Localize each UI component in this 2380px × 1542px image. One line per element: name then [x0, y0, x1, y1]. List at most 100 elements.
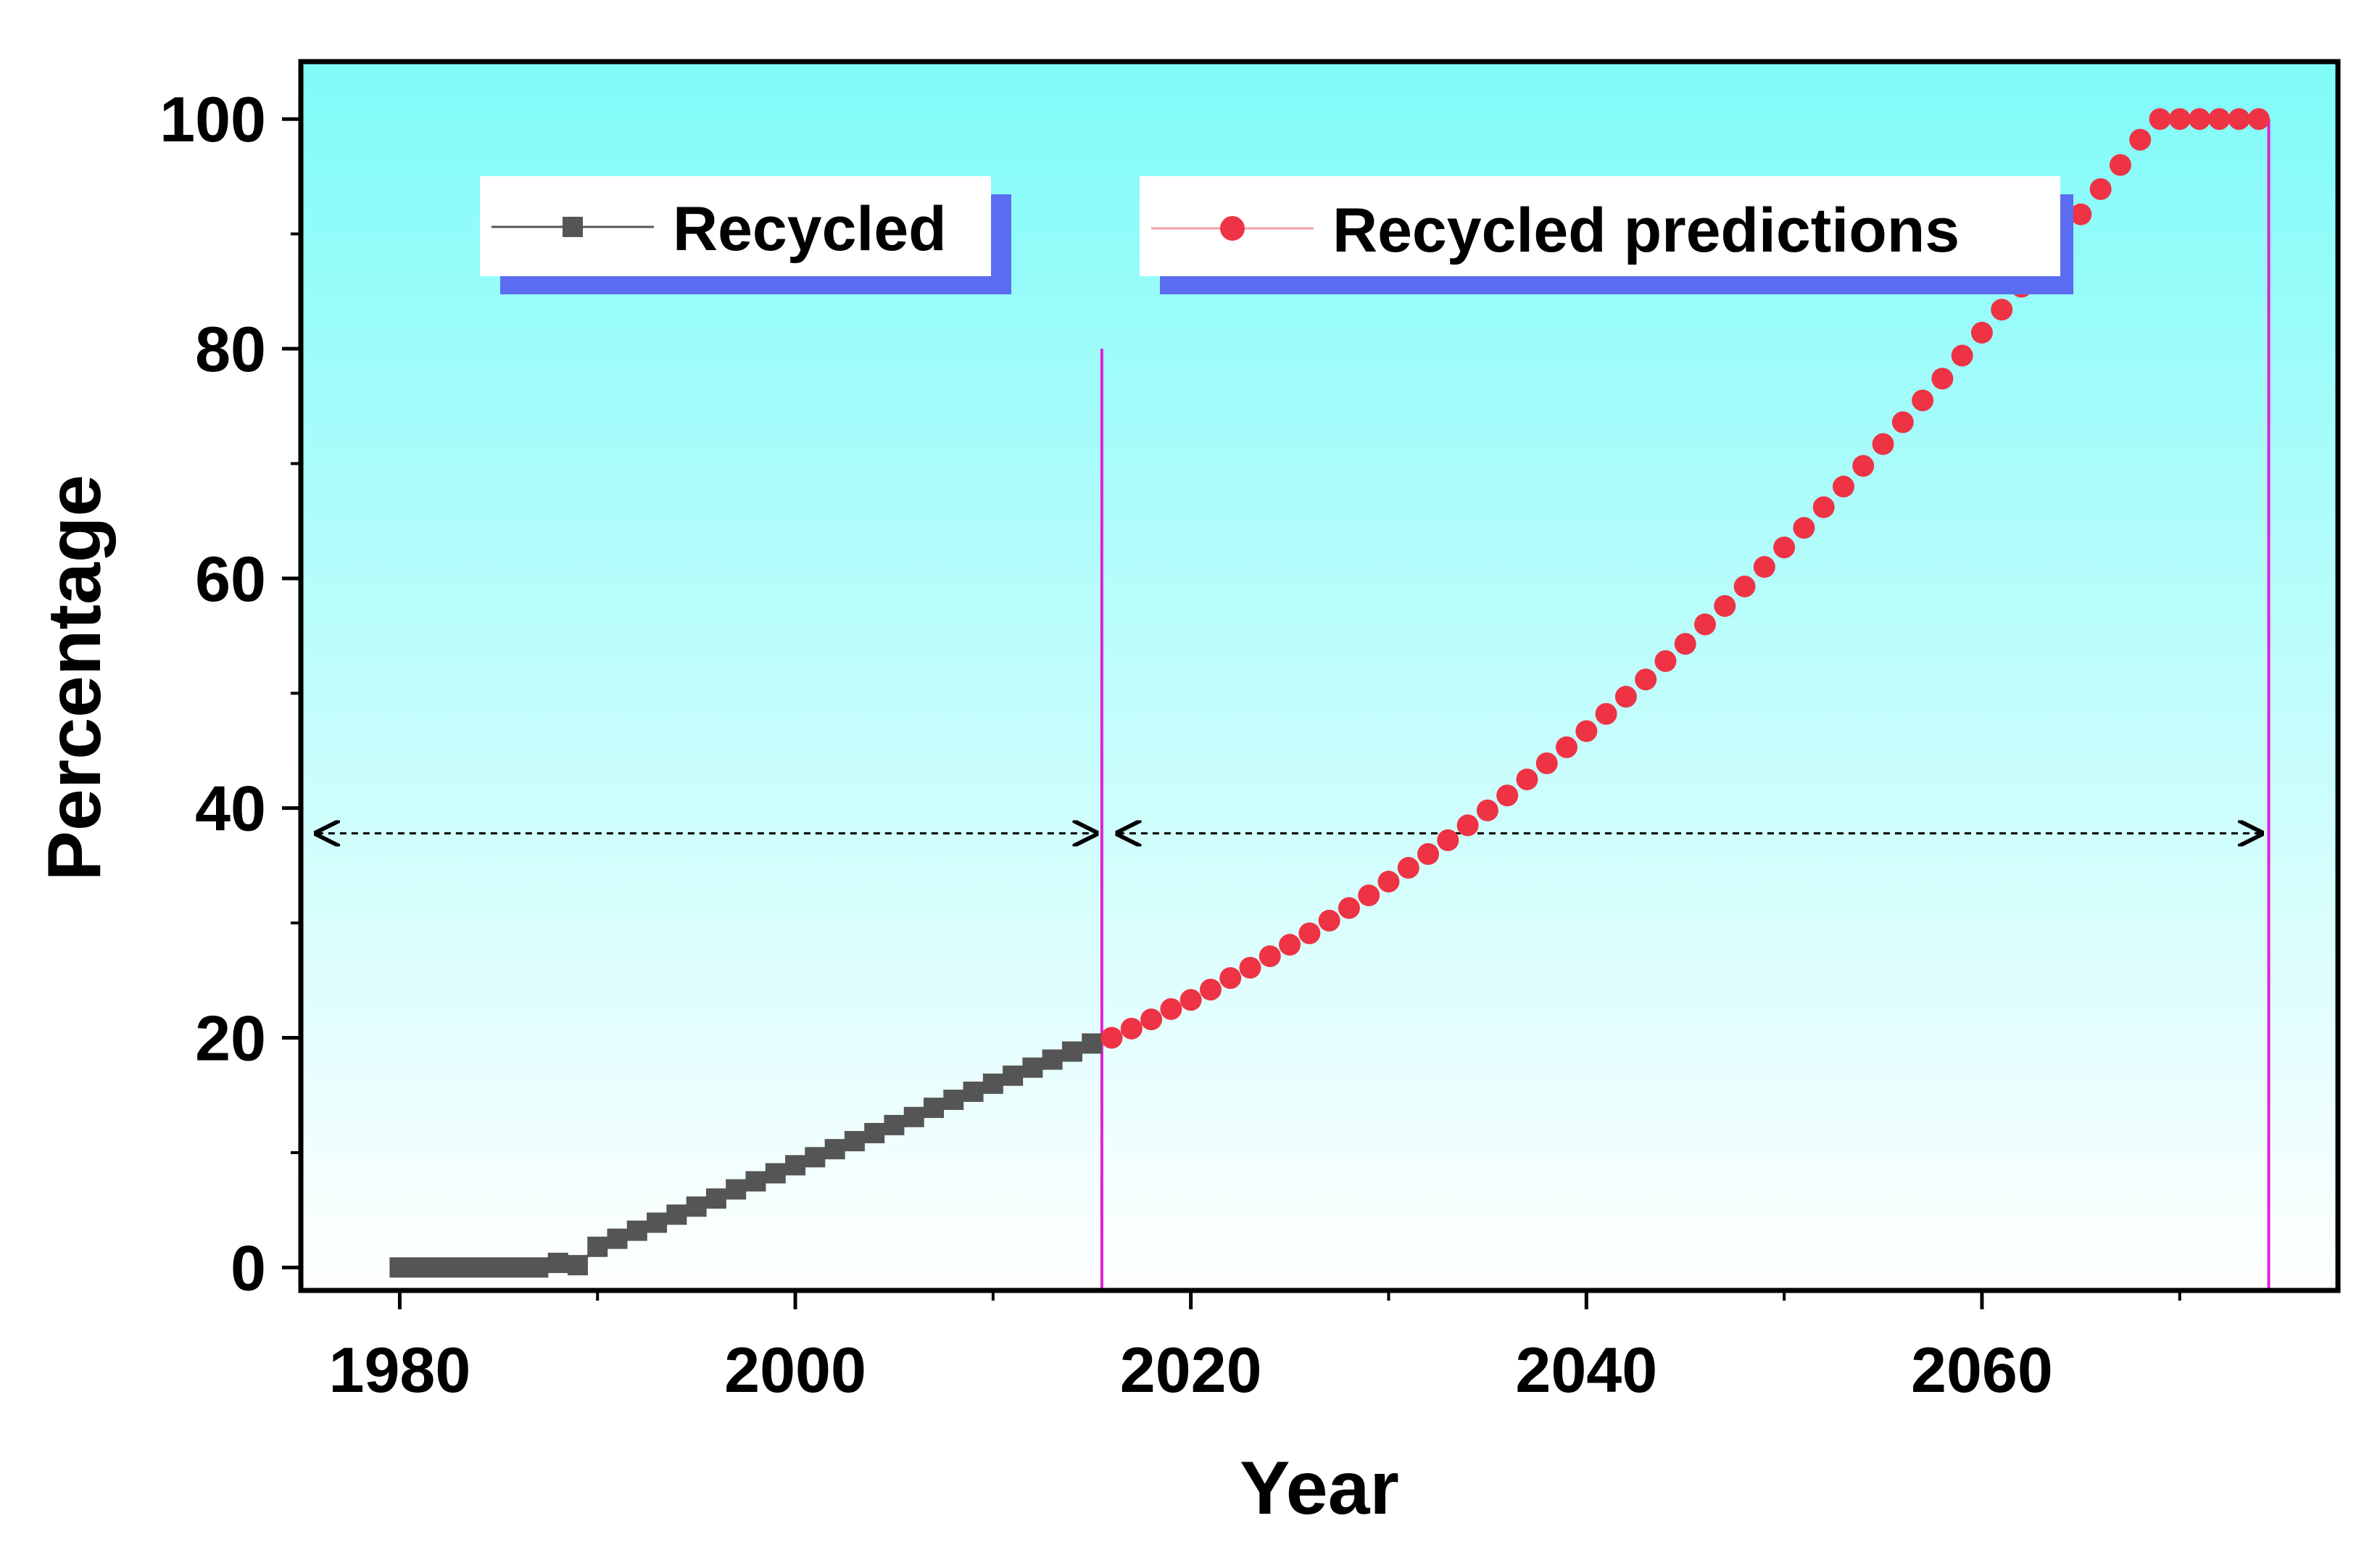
prediction-point	[1793, 517, 1815, 539]
prediction-point	[2109, 154, 2131, 176]
y-tick-label: 0	[231, 1232, 266, 1303]
recycled-point	[1061, 1041, 1082, 1062]
recycled-point	[903, 1106, 924, 1127]
legend-predictions-marker	[1220, 216, 1245, 241]
recycled-point	[607, 1228, 628, 1249]
prediction-point	[1239, 956, 1261, 979]
prediction-point	[1535, 752, 1558, 774]
prediction-point	[1437, 829, 1459, 852]
prediction-point	[2228, 108, 2250, 130]
prediction-point	[1575, 720, 1598, 742]
recycled-point	[428, 1257, 449, 1278]
x-tick-label: 2020	[1120, 1334, 1262, 1406]
y-axis-title: Percentage	[33, 475, 117, 882]
prediction-point	[1219, 967, 1242, 990]
series-recycled-predictions	[1100, 108, 2270, 1049]
prediction-point	[1318, 909, 1340, 932]
recycled-point	[844, 1131, 865, 1152]
recycled-point	[468, 1257, 489, 1278]
y-tick-label: 40	[195, 773, 266, 845]
recycled-point	[567, 1255, 588, 1276]
prediction-point	[2149, 108, 2171, 130]
recycled-point	[666, 1204, 687, 1225]
prediction-point	[1556, 736, 1578, 758]
prediction-point	[1733, 575, 1756, 597]
recycled-point	[449, 1257, 470, 1278]
prediction-point	[2208, 108, 2231, 130]
recycled-point	[924, 1098, 945, 1119]
prediction-point	[1852, 455, 1875, 477]
prediction-point	[1970, 321, 1993, 344]
recycled-point	[805, 1147, 826, 1168]
prediction-point	[1951, 344, 1973, 367]
prediction-point	[1417, 843, 1440, 866]
recycled-point	[864, 1122, 885, 1143]
legend-recycled-predictions: Recycled predictions	[1140, 176, 2073, 294]
plot-frame	[298, 59, 2341, 1293]
prediction-point	[1160, 998, 1182, 1020]
y-axis-ticks	[282, 117, 301, 1269]
recycled-point	[824, 1139, 845, 1160]
prediction-point	[1140, 1008, 1163, 1031]
prediction-point	[1179, 989, 1202, 1011]
prediction-point	[1338, 897, 1360, 919]
recycled-point	[508, 1257, 529, 1278]
recycled-point	[705, 1188, 726, 1209]
legend-predictions-box	[1140, 176, 2060, 276]
prediction-point	[1773, 536, 1796, 559]
recycled-point	[745, 1171, 766, 1192]
prediction-point	[2070, 203, 2092, 225]
prediction-point	[1496, 784, 1519, 807]
legend-recycled-label: Recycled	[673, 194, 947, 264]
recycled-point	[389, 1257, 410, 1278]
recycled-point	[1003, 1065, 1024, 1086]
x-axis-ticks	[397, 1290, 2181, 1309]
prediction-point	[1298, 922, 1321, 945]
y-tick-label: 20	[195, 1002, 266, 1074]
recycled-point	[1022, 1057, 1043, 1078]
y-tick-label: 60	[195, 543, 266, 615]
recycled-point	[963, 1081, 984, 1102]
recycled-point	[647, 1212, 668, 1233]
series-recycled	[389, 1033, 1103, 1278]
prediction-point	[1120, 1017, 1143, 1040]
prediction-point	[1693, 613, 1716, 636]
prediction-point	[1753, 556, 1775, 579]
recycled-point	[409, 1257, 430, 1278]
prediction-point	[1832, 476, 1854, 498]
legend-recycled: Recycled	[480, 176, 1011, 294]
prediction-point	[1279, 934, 1301, 956]
prediction-point	[2089, 178, 2112, 200]
recycled-point	[726, 1179, 747, 1200]
recycled-point	[488, 1257, 509, 1278]
x-tick-label: 2060	[1911, 1334, 2053, 1406]
x-tick-label: 1980	[329, 1334, 471, 1406]
period-dividers	[1100, 119, 2271, 1290]
recycled-point	[686, 1196, 707, 1217]
prediction-point	[1397, 857, 1419, 879]
prediction-point	[1100, 1027, 1123, 1049]
prediction-point	[1199, 978, 1222, 1000]
recycled-point	[765, 1163, 786, 1184]
prediction-point	[1476, 799, 1498, 821]
prediction-point	[2168, 108, 2191, 130]
recycled-point	[884, 1114, 905, 1135]
prediction-point	[1812, 496, 1835, 518]
y-tick-label: 80	[195, 313, 266, 385]
recycled-point	[547, 1252, 568, 1273]
prediction-point	[1931, 368, 1954, 390]
prediction-point	[1674, 633, 1696, 655]
prediction-point	[1595, 702, 1617, 725]
legend-predictions-label: Recycled predictions	[1332, 196, 1960, 265]
recycled-point	[1042, 1049, 1063, 1070]
x-tick-label: 2040	[1515, 1334, 1657, 1406]
recycled-point	[587, 1236, 608, 1257]
prediction-point	[1991, 299, 2013, 321]
prediction-point	[1912, 389, 1934, 412]
x-axis-title: Year	[1240, 1446, 1399, 1530]
recycled-point	[1082, 1033, 1103, 1054]
prediction-point	[1614, 686, 1637, 708]
prediction-point	[1377, 871, 1400, 893]
prediction-point	[1635, 668, 1657, 691]
recycled-point	[943, 1090, 964, 1111]
